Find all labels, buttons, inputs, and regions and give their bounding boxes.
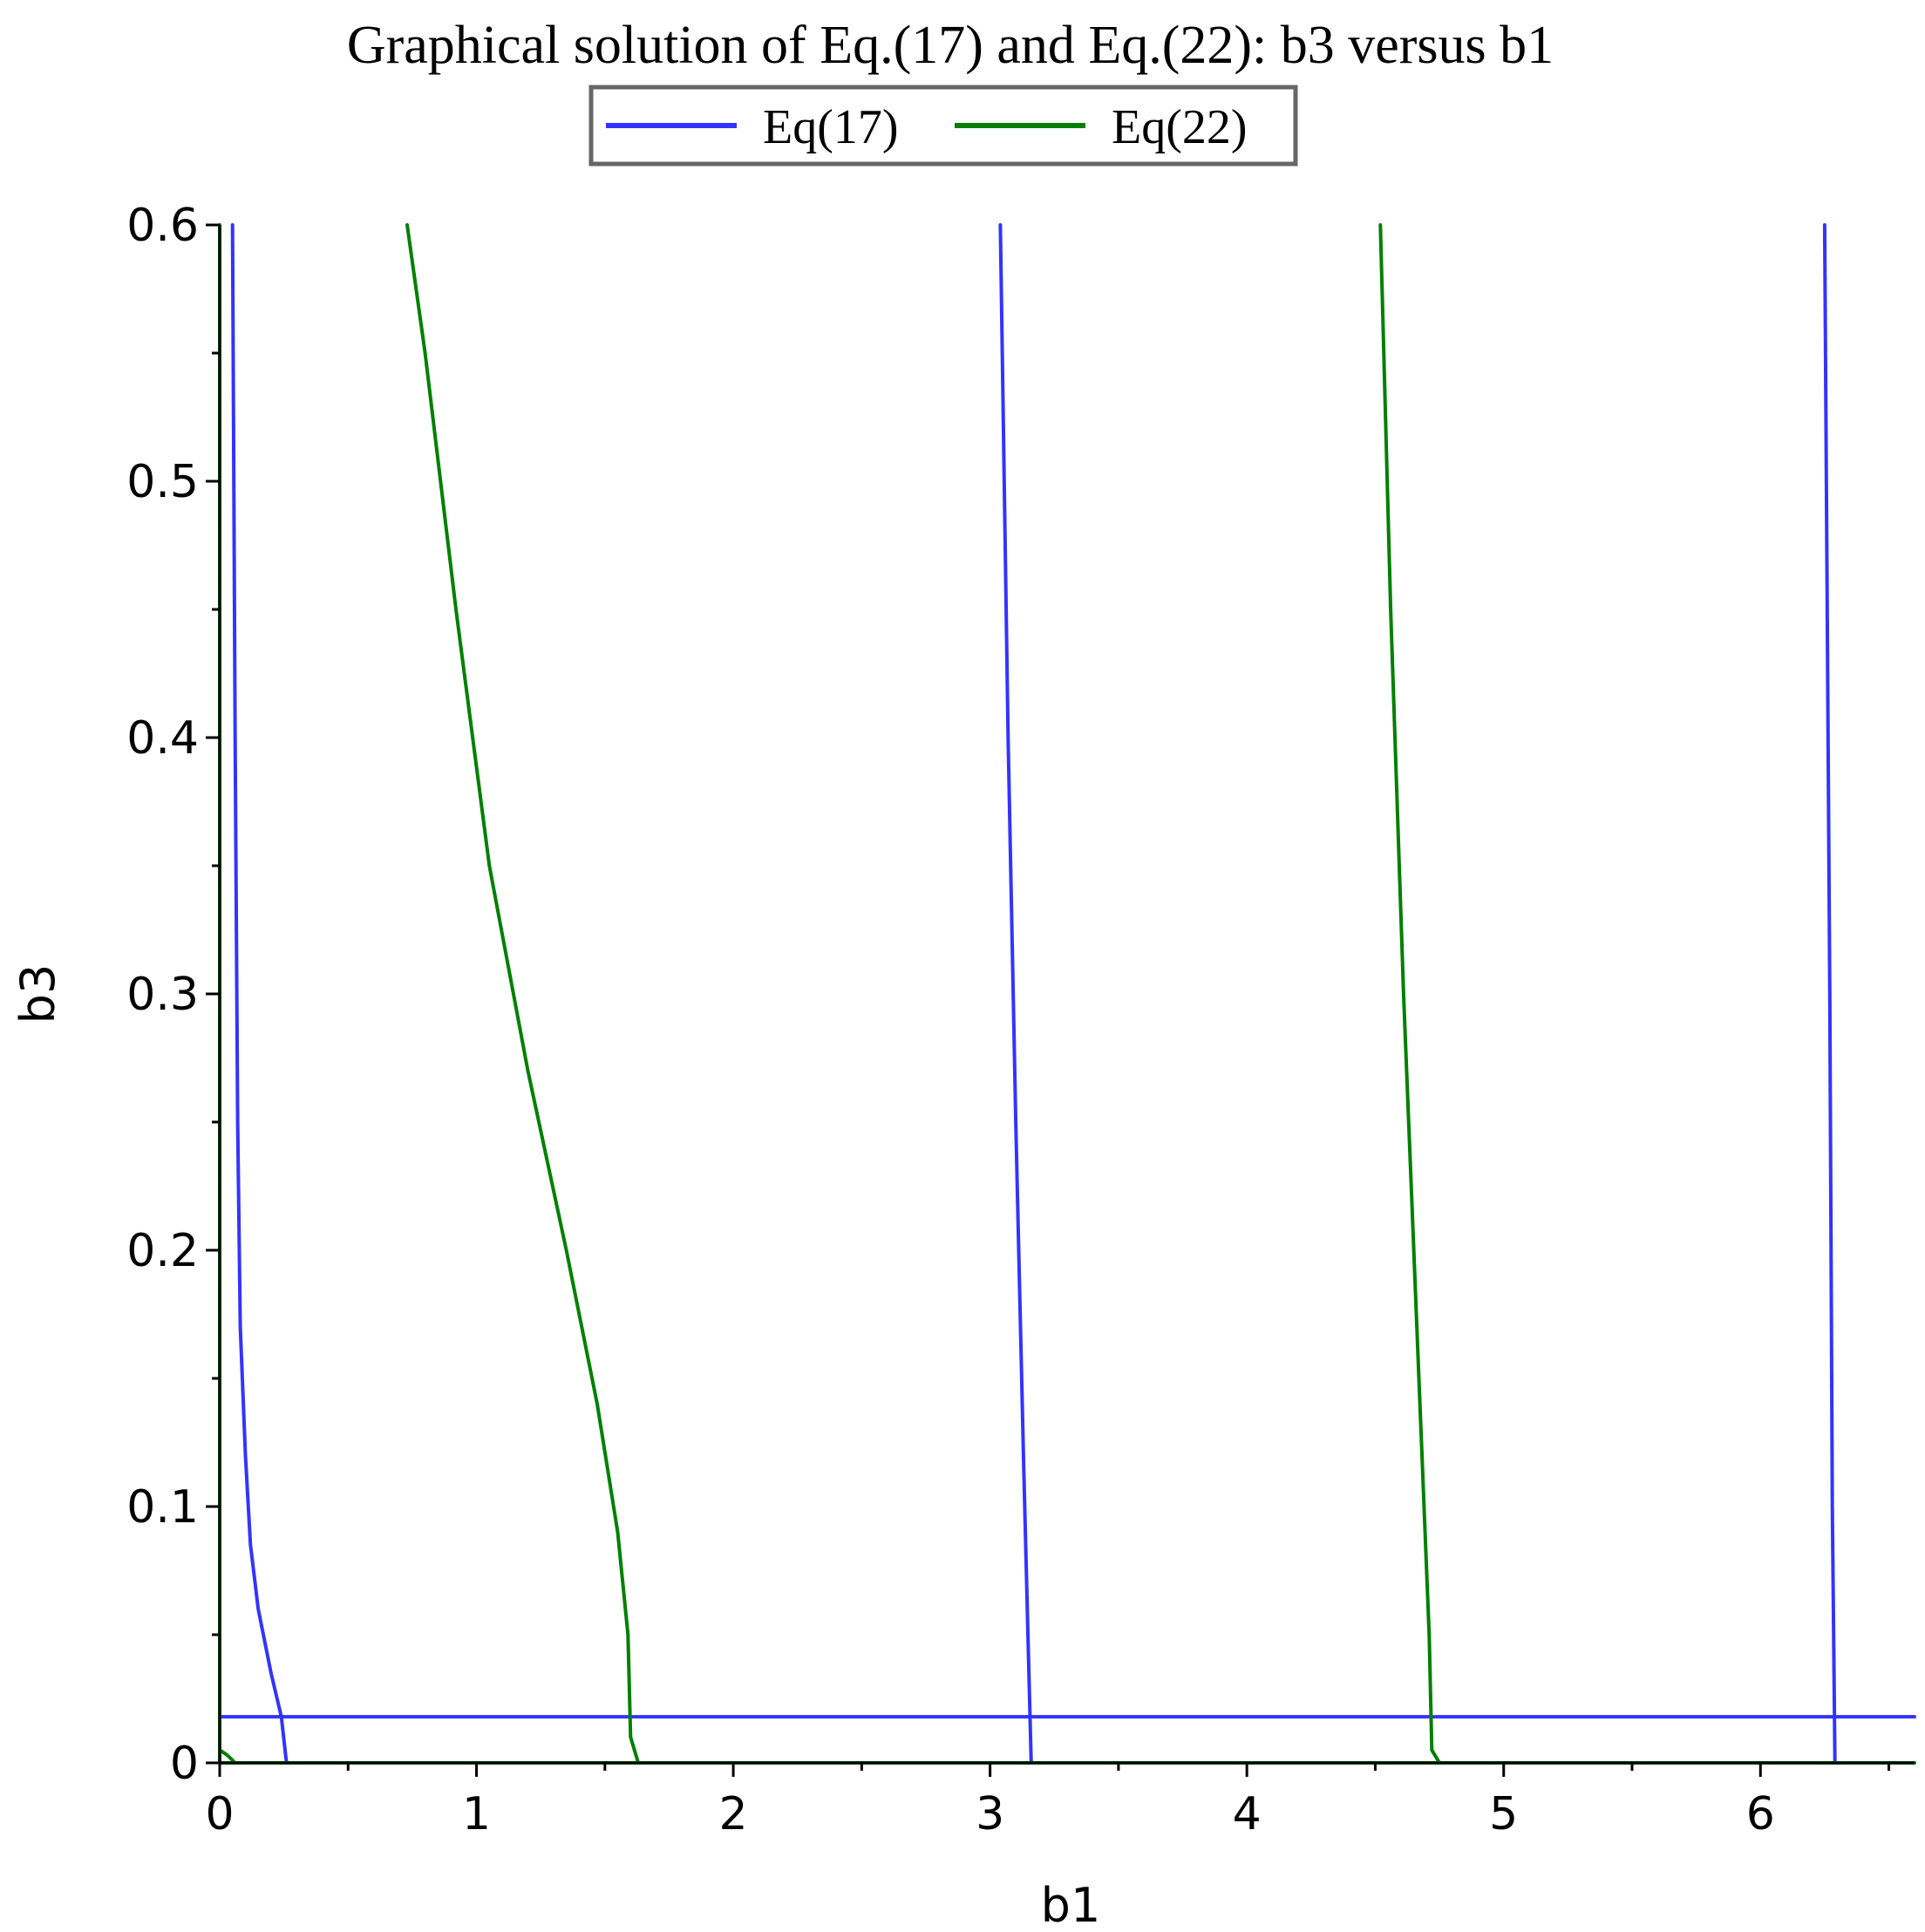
series-0-curve-0: [230, 223, 289, 1765]
legend-label-eq22: Eq(22): [1112, 100, 1248, 154]
legend-label-eq17: Eq(17): [763, 100, 899, 154]
x-tick-label: 4: [1233, 1788, 1262, 1840]
y-tick-label: 0.2: [126, 1225, 199, 1277]
series-1-curve-4: [218, 1748, 237, 1765]
series-0-curve-2: [1822, 223, 1837, 1765]
x-tick-label: 0: [205, 1788, 234, 1840]
y-tick-label: 0: [170, 1738, 199, 1790]
x-tick-label: 5: [1489, 1788, 1518, 1840]
x-axis-label: b1: [1041, 1878, 1101, 1932]
chart-title: Graphical solution of Eq.(17) and Eq.(22…: [347, 16, 1554, 75]
y-axis-label: b3: [10, 964, 65, 1024]
series-0-curve-1: [998, 223, 1033, 1765]
x-tick-label: 3: [976, 1788, 1004, 1840]
series-1-curve-0: [405, 223, 641, 1765]
axes: 0 1 2 3 4 5 6 0 0.1 0.2 0.3 0.4 0.5 0.6: [126, 200, 1915, 1840]
series-1-curve-1: [1378, 223, 1442, 1765]
x-tick-label: 6: [1746, 1788, 1775, 1840]
x-tick-label: 2: [719, 1788, 748, 1840]
legend: Eq(17) Eq(22): [588, 85, 1298, 167]
y-tick-label: 0.6: [126, 200, 199, 252]
y-tick-label: 0.5: [126, 456, 199, 508]
y-tick-label: 0.1: [126, 1481, 199, 1534]
plot-area: [218, 223, 1916, 1765]
x-tick-label: 1: [462, 1788, 491, 1840]
y-tick-label: 0.4: [126, 712, 199, 765]
y-tick-label: 0.3: [126, 969, 199, 1021]
